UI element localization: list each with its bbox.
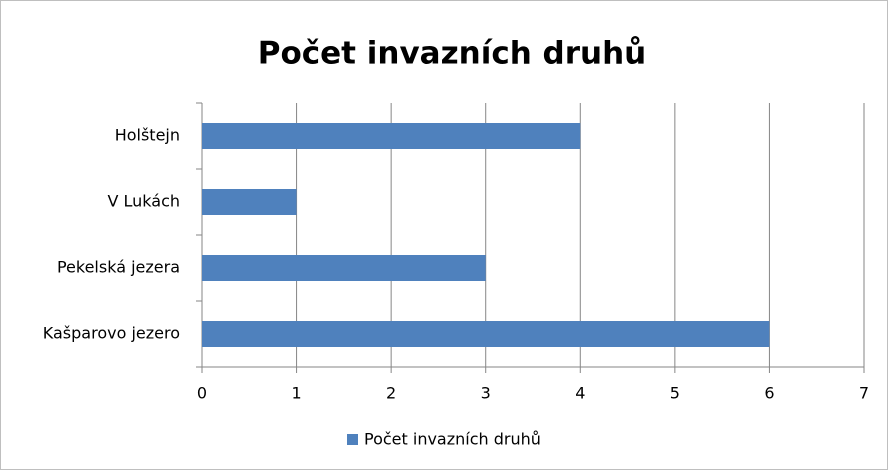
chart-title: Počet invazních druhů [258, 36, 647, 72]
x-tick-label: 3 [481, 384, 491, 403]
bar [202, 321, 770, 347]
bar [202, 189, 297, 215]
legend-label: Počet invazních druhů [364, 430, 541, 449]
bar [202, 255, 486, 281]
x-tick-label: 2 [386, 384, 396, 403]
y-tick-label: Holštejn [115, 126, 180, 145]
bar [202, 123, 581, 149]
x-tick-label: 1 [291, 384, 301, 403]
y-tick-label: Pekelská jezera [57, 258, 180, 277]
x-tick-label: 0 [197, 384, 207, 403]
legend-swatch [347, 434, 358, 445]
x-tick-label: 5 [670, 384, 680, 403]
x-tick-label: 6 [764, 384, 774, 403]
y-tick-label: Kašparovo jezero [43, 324, 180, 343]
y-tick-label: V Lukách [107, 192, 180, 211]
x-tick-label: 7 [859, 384, 869, 403]
x-tick-label: 4 [575, 384, 585, 403]
